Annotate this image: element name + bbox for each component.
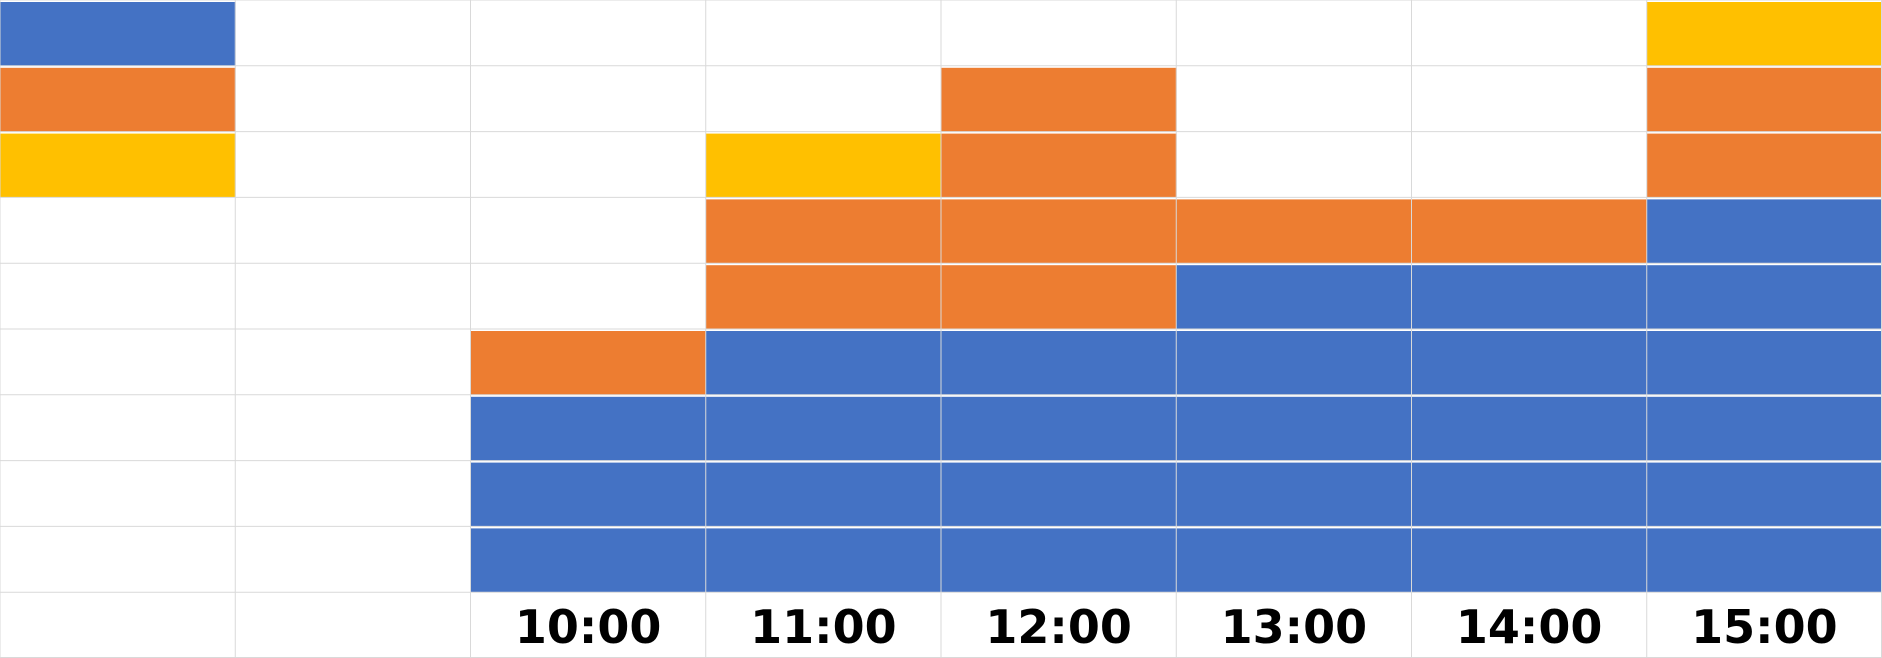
cell-blue-r8-c2 bbox=[470, 528, 707, 593]
cell-blue-r3-c7 bbox=[1646, 199, 1882, 264]
legend-swatch-blue-r0-c0 bbox=[0, 2, 236, 66]
cell-orange-r3-c3 bbox=[705, 199, 942, 264]
x-tick-label: 12:00 bbox=[985, 600, 1131, 654]
x-tick-label: 10:00 bbox=[515, 600, 661, 654]
cell-orange-r2-c4 bbox=[941, 133, 1177, 198]
x-tick-label: 11:00 bbox=[750, 600, 896, 654]
cell-blue-r5-c4 bbox=[941, 331, 1177, 395]
cell-blue-r4-c6 bbox=[1411, 265, 1648, 329]
cell-orange-r3-c4 bbox=[941, 199, 1177, 264]
legend-swatch-yellow-r2-c0 bbox=[0, 133, 236, 198]
cell-blue-r8-c7 bbox=[1646, 528, 1882, 593]
cell-orange-r3-c5 bbox=[1176, 199, 1412, 264]
cell-yellow-r0-c7 bbox=[1646, 2, 1882, 66]
cell-blue-r7-c7 bbox=[1646, 462, 1882, 527]
x-tick-label: 15:00 bbox=[1691, 600, 1837, 654]
x-tick-label: 14:00 bbox=[1456, 600, 1602, 654]
cell-blue-r5-c6 bbox=[1411, 331, 1648, 395]
cell-blue-r7-c2 bbox=[470, 462, 707, 527]
cell-blue-r8-c5 bbox=[1176, 528, 1412, 593]
cell-blue-r6-c6 bbox=[1411, 396, 1648, 461]
cell-orange-r4-c4 bbox=[941, 265, 1177, 329]
cell-blue-r6-c2 bbox=[470, 396, 707, 461]
cell-blue-r5-c5 bbox=[1176, 331, 1412, 395]
cell-blue-r6-c5 bbox=[1176, 396, 1412, 461]
cell-blue-r6-c7 bbox=[1646, 396, 1882, 461]
cell-blue-r8-c3 bbox=[705, 528, 942, 593]
cell-blue-r8-c6 bbox=[1411, 528, 1648, 593]
legend-swatch-orange-r1-c0 bbox=[0, 67, 236, 132]
cell-blue-r7-c5 bbox=[1176, 462, 1412, 527]
cell-blue-r6-c3 bbox=[705, 396, 942, 461]
cell-blue-r4-c7 bbox=[1646, 265, 1882, 329]
cell-blue-r5-c3 bbox=[705, 331, 942, 395]
cell-orange-r2-c7 bbox=[1646, 133, 1882, 198]
cell-orange-r5-c2 bbox=[470, 331, 707, 395]
cell-blue-r6-c4 bbox=[941, 396, 1177, 461]
cell-blue-r7-c4 bbox=[941, 462, 1177, 527]
cells-layer bbox=[0, 2, 1882, 593]
cell-orange-r4-c3 bbox=[705, 265, 942, 329]
cell-blue-r7-c6 bbox=[1411, 462, 1648, 527]
x-tick-label: 13:00 bbox=[1221, 600, 1367, 654]
cell-blue-r4-c5 bbox=[1176, 265, 1412, 329]
cell-orange-r1-c7 bbox=[1646, 67, 1882, 132]
tick-labels-layer: 10:00 11:00 12:00 13:00 14:00 15:00 bbox=[515, 600, 1838, 654]
cell-orange-r3-c6 bbox=[1411, 199, 1648, 264]
cell-blue-r8-c4 bbox=[941, 528, 1177, 593]
cell-orange-r1-c4 bbox=[941, 67, 1177, 132]
cell-blue-r7-c3 bbox=[705, 462, 942, 527]
cell-yellow-r2-c3 bbox=[705, 133, 942, 198]
cell-blue-r5-c7 bbox=[1646, 331, 1882, 395]
